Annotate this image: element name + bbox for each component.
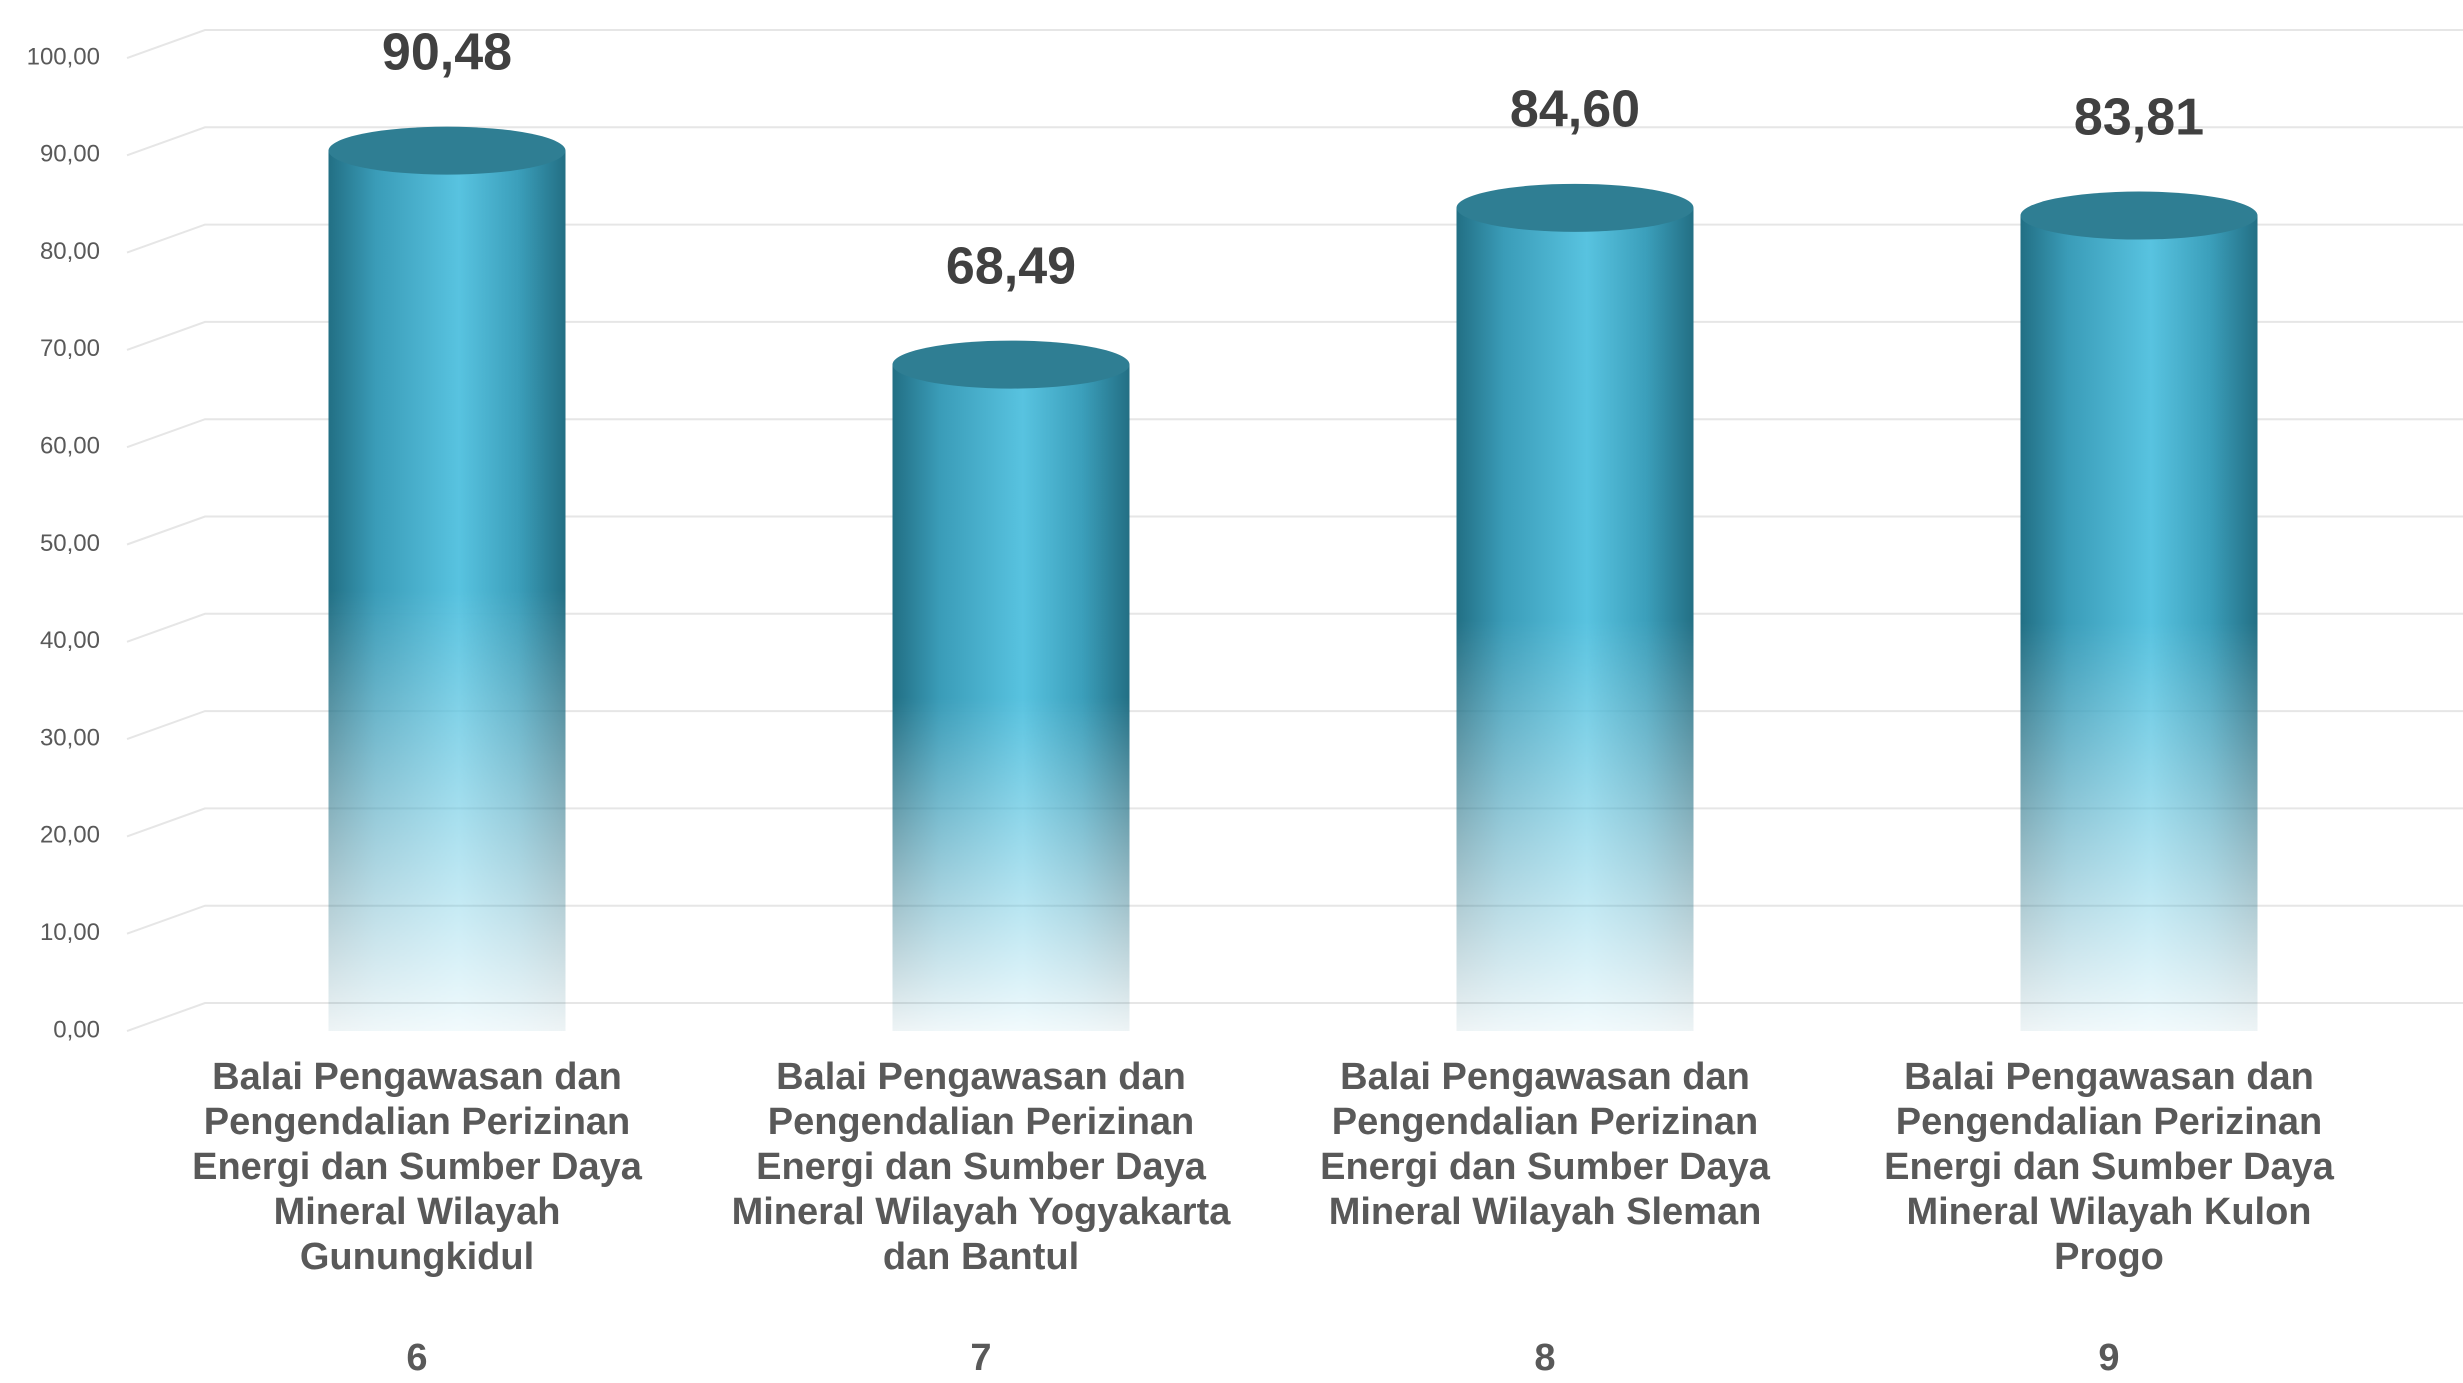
x-tick-label: Balai Pengawasan dan Pengendalian Perizi… [731,1056,1231,1278]
grid-line [126,904,2463,935]
x-tick-label-box: Balai Pengawasan dan Pengendalian Perizi… [1884,1056,2334,1278]
y-tick-label: 70,00 [40,335,100,362]
x-tick-label: Balai Pengawasan dan Pengendalian Perizi… [192,1056,642,1278]
bar-top [2020,191,2258,240]
bar-group [1456,183,1694,1032]
x-tick-label-box: Balai Pengawasan dan Pengendalian Perizi… [731,1056,1231,1278]
y-tick-label: 20,00 [40,822,100,849]
grid-line [126,29,2463,59]
data-label: 84,60 [1510,81,1640,139]
x-tick-number: 6 [406,1337,427,1379]
bar [892,364,1130,1031]
x-tick-label: Balai Pengawasan dan Pengendalian Perizi… [1320,1056,1770,1233]
grid-line [126,1002,2463,1032]
x-tick-number: 8 [1534,1337,1555,1379]
bar [328,150,566,1032]
y-tick-label: 10,00 [40,919,100,946]
y-tick-label: 40,00 [40,627,100,654]
data-label: 68,49 [946,237,1076,295]
data-label: 90,48 [382,23,512,81]
y-tick-label: 30,00 [40,724,100,751]
y-tick-label: 0,00 [53,1016,100,1043]
bar-group [892,340,1130,1031]
y-tick-label: 60,00 [40,433,100,460]
y-tick-label: 90,00 [40,141,100,168]
bar [1456,207,1694,1032]
bar-top [1456,183,1694,232]
x-tick-number: 7 [970,1337,991,1379]
grid-line [126,612,2463,643]
grid-line [126,223,2463,254]
x-tick-label-box: Balai Pengawasan dan Pengendalian Perizi… [192,1056,642,1278]
grid-line [126,515,2463,546]
bar-group [328,126,566,1032]
bar-group [2020,191,2258,1032]
grid-line [126,418,2463,449]
x-tick-number: 9 [2098,1337,2119,1379]
bar-top [328,126,566,175]
grid-line [126,710,2463,741]
x-tick-label-box: Balai Pengawasan dan Pengendalian Perizi… [1320,1056,1770,1233]
y-tick-label: 100,00 [27,43,100,70]
bar [2020,215,2258,1032]
y-tick-label: 50,00 [40,530,100,557]
grid-line [126,807,2463,838]
grid-line [126,320,2463,351]
grid-line [126,126,2463,157]
y-tick-label: 80,00 [40,238,100,265]
data-label: 83,81 [2074,88,2204,146]
x-tick-label: Balai Pengawasan dan Pengendalian Perizi… [1884,1056,2334,1278]
bar-top [892,340,1130,389]
